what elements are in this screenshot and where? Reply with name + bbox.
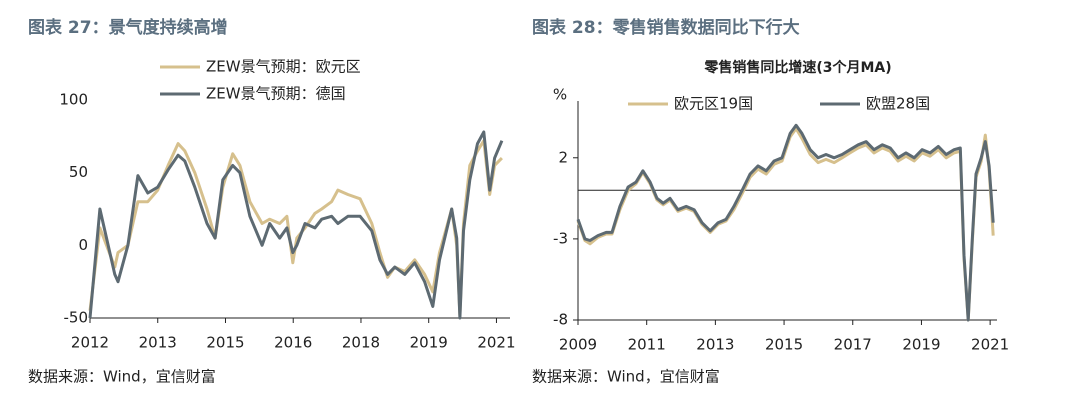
legend-label: ZEW景气预期：德国 — [206, 85, 346, 103]
y-tick-label: 2 — [558, 148, 568, 166]
source: 数据来源：Wind，宜信财富 — [28, 368, 216, 386]
y-axis-label: % — [553, 86, 567, 104]
source: 数据来源：Wind，宜信财富 — [532, 368, 720, 386]
legend-label: ZEW景气预期：欧元区 — [206, 58, 361, 76]
x-tick-label: 2017 — [834, 336, 872, 354]
chart-title: 图表 27：景气度持续高增 — [28, 17, 228, 38]
line-series — [88, 139, 503, 317]
y-tick-label: -50 — [64, 309, 89, 327]
y-tick-label: 100 — [59, 91, 88, 109]
x-tick-label: 2015 — [765, 336, 803, 354]
x-tick-label: 2013 — [139, 334, 177, 352]
chart-title: 图表 28：零售销售数据同比下行大 — [532, 17, 800, 38]
x-tick-label: 2018 — [342, 334, 380, 352]
line-series — [576, 123, 995, 322]
line-series — [576, 127, 995, 322]
x-tick-label: 2015 — [206, 334, 244, 352]
x-tick-label: 2019 — [410, 334, 448, 352]
x-tick-label: 2013 — [696, 336, 734, 354]
x-tick-label: 2019 — [902, 336, 940, 354]
x-tick-label: 2009 — [559, 336, 597, 354]
x-tick-label: 2011 — [628, 336, 666, 354]
line-series — [88, 130, 504, 320]
x-tick-label: 2016 — [274, 334, 312, 352]
legend-label: 欧盟28国 — [866, 95, 930, 113]
y-tick-label: -3 — [553, 229, 568, 247]
x-tick-label: 2021 — [971, 336, 1009, 354]
x-tick-label: 2021 — [477, 334, 515, 352]
chart-subtitle: 零售销售同比增速(3个月MA) — [703, 59, 891, 76]
y-tick-label: -8 — [553, 311, 568, 329]
x-tick-label: 2012 — [71, 334, 109, 352]
y-tick-label: 0 — [78, 236, 88, 254]
y-tick-label: 50 — [69, 163, 88, 181]
legend-label: 欧元区19国 — [674, 95, 753, 113]
